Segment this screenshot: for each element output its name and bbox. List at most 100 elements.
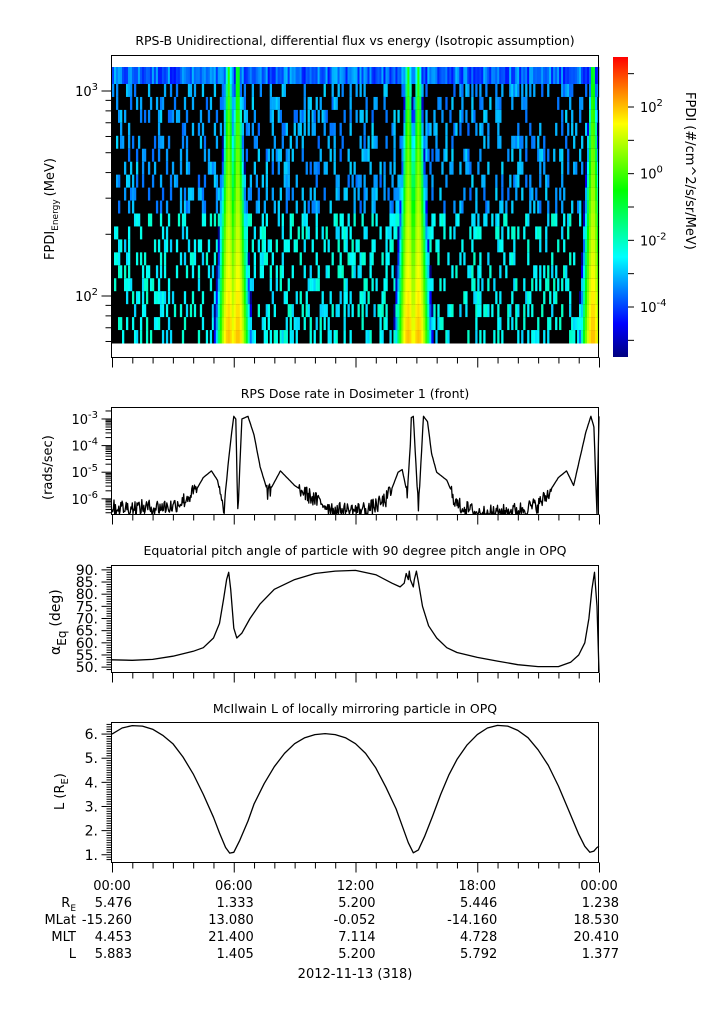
ephemeris-value: 21.400	[208, 930, 254, 945]
heatmap-cell	[219, 265, 223, 279]
heatmap-cell	[587, 317, 590, 331]
heatmap-cell	[551, 67, 554, 85]
heatmap-cell	[441, 317, 444, 331]
heatmap-cell	[213, 291, 217, 305]
heatmap-cell	[363, 84, 366, 98]
heatmap-cell	[529, 67, 532, 85]
heatmap-cell	[385, 67, 388, 85]
heatmap-cell	[365, 304, 368, 318]
heatmap-cell	[451, 148, 454, 163]
heatmap-cell	[591, 239, 594, 253]
heatmap-cell	[567, 278, 570, 292]
heatmap-cell	[379, 226, 382, 240]
colorbar-tick-label-exp: 2	[657, 98, 663, 109]
heatmap-cell	[323, 187, 326, 202]
flux-frame	[111, 55, 599, 358]
heatmap-cell	[383, 96, 386, 111]
heatmap-cell	[112, 84, 115, 98]
heatmap-cell	[215, 200, 219, 214]
heatmap-cell	[225, 109, 229, 124]
heatmap-cell	[169, 84, 173, 98]
heatmap-cell	[349, 109, 352, 124]
heatmap-cell	[381, 304, 384, 318]
heatmap-cell	[505, 213, 508, 227]
heatmap-cell	[451, 161, 454, 176]
heatmap-cell	[417, 252, 420, 266]
heatmap-cell	[249, 304, 253, 318]
heatmap-cell	[413, 148, 416, 163]
heatmap-cell	[247, 187, 251, 202]
heatmap-cell	[223, 252, 227, 266]
heatmap-cell	[337, 187, 340, 202]
heatmap-cell	[231, 67, 235, 85]
heatmap-cell	[209, 213, 213, 227]
heatmap-cell	[165, 226, 169, 240]
heatmap-cell	[551, 265, 554, 279]
heatmap-cell	[417, 84, 420, 98]
heatmap-cell	[157, 109, 161, 124]
heatmap-cell	[269, 239, 272, 253]
heatmap-cell	[211, 265, 215, 279]
heatmap-cell	[137, 135, 141, 150]
heatmap-cell	[263, 239, 266, 253]
heatmap-cell	[143, 148, 147, 163]
heatmap-cell	[419, 84, 422, 98]
heatmap-cell	[479, 84, 482, 98]
heatmap-cell	[359, 67, 362, 85]
heatmap-cell	[327, 239, 330, 253]
heatmap-cell	[581, 317, 584, 331]
heatmap-cell	[241, 174, 245, 189]
heatmap-cell	[235, 330, 239, 344]
heatmap-cell	[283, 122, 286, 137]
heatmap-cell	[415, 96, 418, 111]
heatmap-cell	[445, 67, 448, 85]
heatmap-cell	[161, 135, 165, 150]
heatmap-cell	[579, 109, 582, 124]
heatmap-cell	[589, 96, 592, 111]
heatmap-cell	[539, 265, 542, 279]
heatmap-cell	[563, 84, 566, 98]
heatmap-cell	[427, 278, 430, 292]
heatmap-row-bg	[112, 304, 599, 318]
heatmap-cell	[555, 213, 558, 227]
ephemeris-value: 1.405	[217, 947, 254, 962]
heatmap-cell	[553, 213, 556, 227]
heatmap-cell	[191, 291, 195, 305]
heatmap-cell	[413, 252, 416, 266]
heatmap-cell	[547, 330, 550, 344]
heatmap-cell	[459, 109, 462, 124]
heatmap-cell	[155, 317, 159, 331]
heatmap-cell	[347, 213, 350, 227]
heatmap-cell	[229, 304, 233, 318]
heatmap-cell	[429, 265, 432, 279]
heatmap-cell	[345, 291, 348, 305]
heatmap-cell	[419, 317, 422, 331]
pitch-ytick-label: 50.	[76, 660, 98, 676]
heatmap-cell	[557, 67, 560, 85]
heatmap-cell	[159, 174, 163, 189]
heatmap-cell	[219, 187, 223, 202]
heatmap-cell	[309, 278, 312, 292]
ephemeris-value: 5.476	[95, 896, 132, 911]
heatmap-cell	[235, 304, 239, 318]
heatmap-cell	[581, 67, 584, 85]
heatmap-cell	[419, 96, 422, 111]
ephemeris-value: -0.052	[334, 913, 376, 928]
heatmap-cell	[537, 135, 540, 150]
heatmap-cell	[401, 161, 404, 176]
heatmap-cell	[403, 135, 406, 150]
heatmap-cell	[423, 252, 426, 266]
heatmap-cell	[425, 84, 428, 98]
heatmap-cell	[285, 122, 288, 137]
heatmap-cell	[593, 252, 596, 266]
heatmap-cell	[379, 304, 382, 318]
heatmap-cell	[231, 96, 235, 111]
heatmap-cell	[125, 252, 129, 266]
heatmap-cell	[587, 135, 590, 150]
heatmap-cell	[253, 109, 257, 124]
heatmap-cell	[233, 122, 237, 137]
heatmap-cell	[353, 252, 356, 266]
heatmap-cell	[239, 161, 243, 176]
heatmap-cell	[391, 213, 394, 227]
heatmap-cell	[459, 304, 462, 318]
